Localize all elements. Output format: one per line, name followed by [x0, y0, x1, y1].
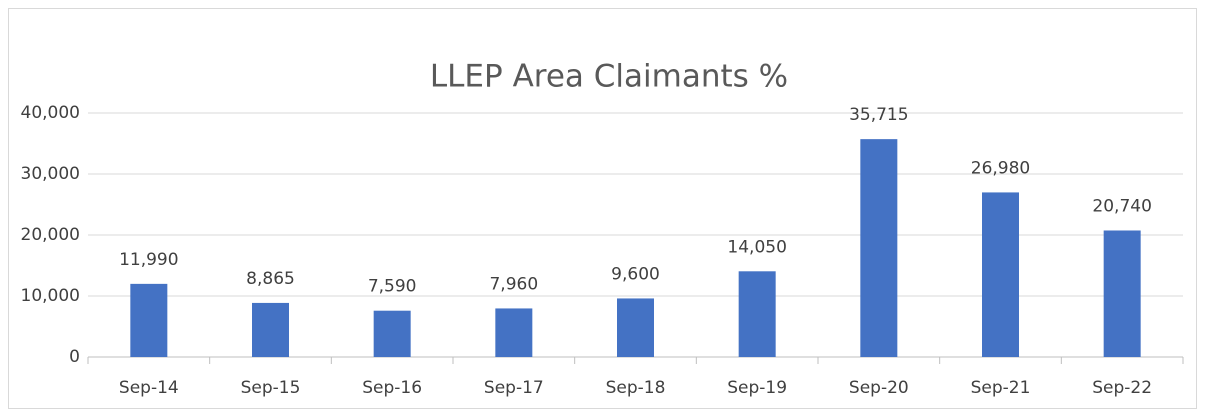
value-label: 7,590 [368, 277, 417, 297]
y-tick-label: 30,000 [21, 164, 80, 184]
y-tick-label: 10,000 [21, 286, 80, 306]
value-label: 35,715 [849, 105, 908, 125]
value-label: 26,980 [971, 158, 1030, 178]
x-tick-label: Sep-18 [606, 378, 666, 398]
value-label: 11,990 [119, 250, 178, 270]
value-label: 14,050 [727, 237, 786, 257]
bar [738, 271, 776, 357]
bar [373, 310, 411, 357]
bar [860, 139, 898, 357]
x-tick-label: Sep-21 [971, 378, 1031, 398]
value-label: 8,865 [246, 269, 295, 289]
x-tick-label: Sep-15 [241, 378, 301, 398]
x-tick-label: Sep-16 [362, 378, 422, 398]
bar [617, 298, 654, 357]
bar [130, 283, 168, 357]
x-tick-label: Sep-19 [727, 378, 787, 398]
bar [982, 192, 1019, 357]
x-tick-label: Sep-14 [119, 378, 179, 398]
y-tick-label: 40,000 [21, 103, 80, 123]
x-tick-label: Sep-20 [849, 378, 909, 398]
y-tick-label: 0 [69, 347, 80, 367]
bar [1103, 230, 1141, 357]
value-label: 7,960 [489, 274, 538, 294]
chart-title: LLEP Area Claimants % [430, 59, 788, 95]
x-tick-label: Sep-17 [484, 378, 544, 398]
x-tick-label: Sep-22 [1092, 378, 1152, 398]
value-label: 9,600 [611, 264, 660, 284]
bar [252, 302, 289, 357]
bar [495, 308, 533, 357]
value-label: 20,740 [1092, 196, 1151, 216]
y-tick-label: 20,000 [21, 225, 80, 245]
